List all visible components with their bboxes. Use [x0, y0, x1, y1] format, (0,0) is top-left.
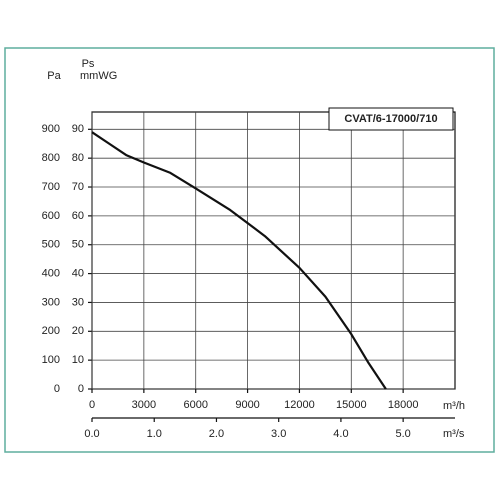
x2-tick-label: 4.0: [333, 428, 348, 440]
y2-tick-label: 70: [72, 181, 84, 193]
y2-tick-label: 0: [78, 383, 84, 395]
x2-tick-label: 3.0: [271, 428, 286, 440]
x-tick-label: 3000: [132, 399, 156, 411]
y2-tick-label: 90: [72, 123, 84, 135]
y-tick-label: 700: [42, 181, 60, 193]
y2-axis-title: Ps: [82, 58, 95, 70]
x-tick-label: 6000: [183, 399, 207, 411]
x-tick-label: 18000: [388, 399, 419, 411]
y-tick-label: 800: [42, 152, 60, 164]
y-tick-label: 100: [42, 354, 60, 366]
y2-tick-label: 50: [72, 239, 84, 251]
y2-axis-label: mmWG: [80, 70, 117, 82]
y2-tick-label: 30: [72, 296, 84, 308]
y2-tick-label: 80: [72, 152, 84, 164]
y2-tick-label: 10: [72, 354, 84, 366]
x2-tick-label: 1.0: [147, 428, 162, 440]
y-axis-label: Pa: [47, 70, 61, 82]
x2-tick-label: 2.0: [209, 428, 224, 440]
x2-tick-label: 5.0: [395, 428, 410, 440]
x-tick-label: 15000: [336, 399, 367, 411]
y2-tick-label: 40: [72, 267, 84, 279]
x2-axis-label: m³/s: [443, 428, 465, 440]
y-tick-label: 600: [42, 210, 60, 222]
y-tick-label: 0: [54, 383, 60, 395]
y2-tick-label: 20: [72, 325, 84, 337]
curve: [91, 131, 387, 390]
y2-tick-label: 60: [72, 210, 84, 222]
x-tick-label: 12000: [284, 399, 315, 411]
legend-label: CVAT/6-17000/710: [344, 113, 437, 125]
y-tick-label: 900: [42, 123, 60, 135]
x-tick-label: 9000: [235, 399, 259, 411]
legend-box: [328, 107, 454, 131]
y-tick-label: 500: [42, 239, 60, 251]
x-tick-label: 0: [89, 399, 95, 411]
x2-tick-label: 0.0: [84, 428, 99, 440]
y-tick-label: 200: [42, 325, 60, 337]
y-tick-label: 400: [42, 267, 60, 279]
x-axis-label: m³/h: [443, 400, 465, 412]
y-tick-label: 300: [42, 296, 60, 308]
